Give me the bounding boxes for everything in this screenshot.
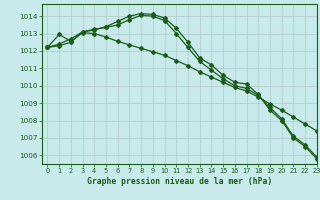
X-axis label: Graphe pression niveau de la mer (hPa): Graphe pression niveau de la mer (hPa) (87, 177, 272, 186)
